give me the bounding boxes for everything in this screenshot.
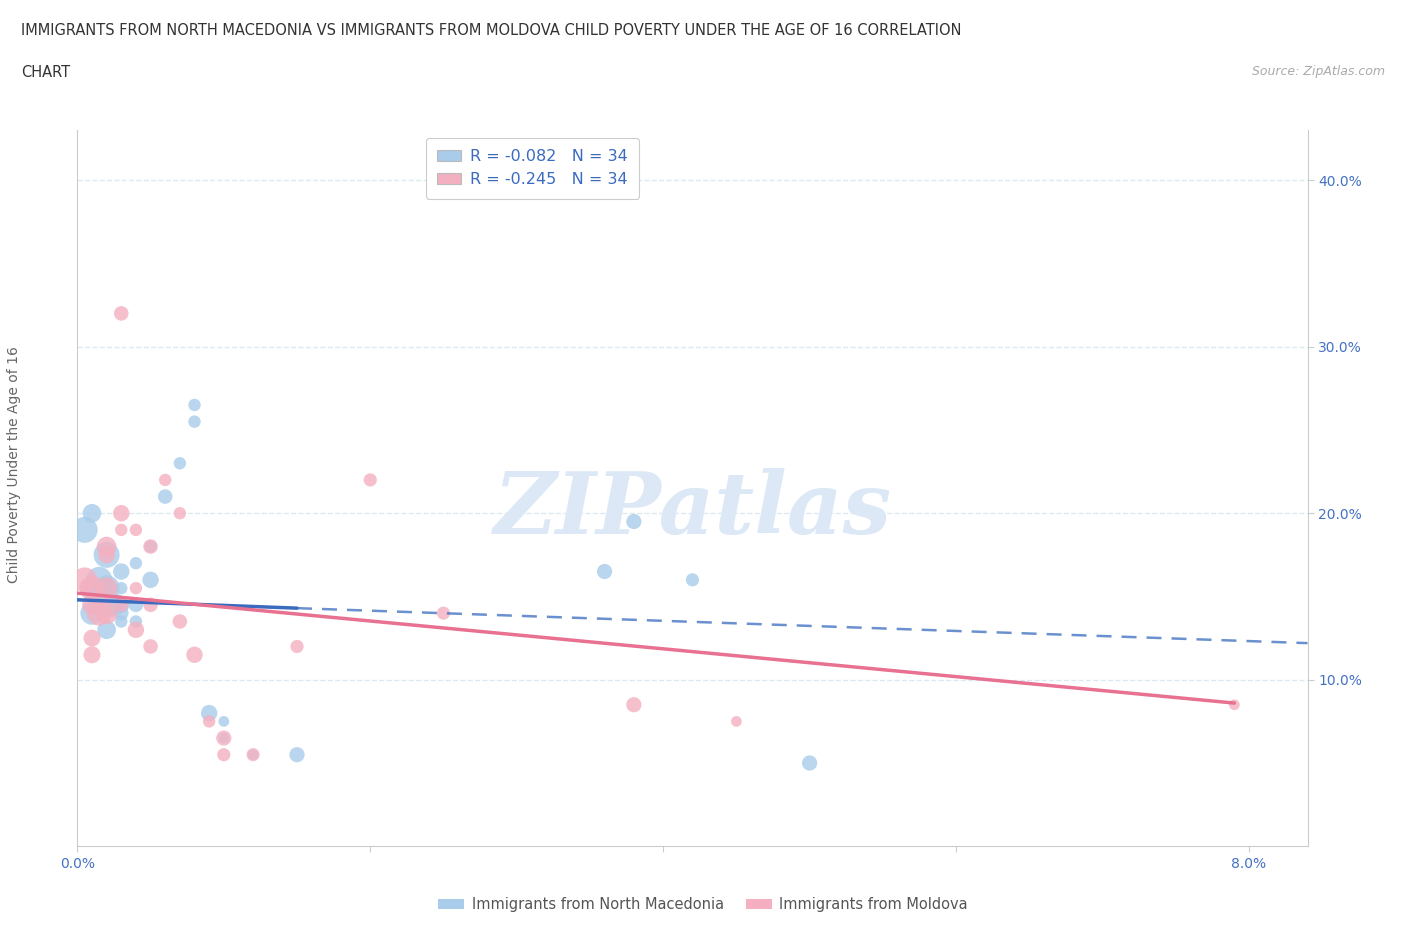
Point — [80, 597, 103, 612]
Point — [198, 706, 221, 721]
Point — [80, 605, 103, 620]
Point — [80, 580, 103, 595]
Legend: R = -0.082   N = 34, R = -0.245   N = 34: R = -0.082 N = 34, R = -0.245 N = 34 — [426, 139, 640, 198]
Point — [183, 397, 205, 412]
Point — [125, 580, 148, 595]
Point — [80, 631, 103, 645]
Point — [139, 639, 162, 654]
Point — [169, 456, 191, 471]
Point — [110, 306, 132, 321]
Text: CHART: CHART — [21, 65, 70, 80]
Point — [110, 523, 132, 538]
Point — [110, 597, 132, 612]
Point — [139, 539, 162, 554]
Point — [1223, 698, 1246, 712]
Point — [593, 565, 616, 579]
Point — [80, 506, 103, 521]
Point — [183, 647, 205, 662]
Point — [155, 472, 177, 487]
Text: IMMIGRANTS FROM NORTH MACEDONIA VS IMMIGRANTS FROM MOLDOVA CHILD POVERTY UNDER T: IMMIGRANTS FROM NORTH MACEDONIA VS IMMIG… — [21, 23, 962, 38]
Point — [155, 489, 177, 504]
Text: ZIPatlas: ZIPatlas — [494, 468, 891, 551]
Legend: Immigrants from North Macedonia, Immigrants from Moldova: Immigrants from North Macedonia, Immigra… — [432, 891, 974, 918]
Point — [198, 714, 221, 729]
Point — [285, 639, 308, 654]
Point — [183, 414, 205, 429]
Point — [125, 614, 148, 629]
Point — [242, 748, 264, 763]
Point — [682, 572, 704, 587]
Point — [110, 597, 132, 612]
Point — [80, 580, 103, 595]
Point — [103, 597, 125, 612]
Point — [96, 605, 118, 620]
Point — [96, 548, 118, 563]
Point — [96, 539, 118, 554]
Point — [212, 714, 235, 729]
Point — [125, 622, 148, 637]
Point — [96, 622, 118, 637]
Point — [110, 565, 132, 579]
Point — [80, 647, 103, 662]
Point — [96, 597, 118, 612]
Point — [285, 748, 308, 763]
Point — [169, 614, 191, 629]
Point — [125, 523, 148, 538]
Point — [110, 580, 132, 595]
Point — [89, 605, 111, 620]
Point — [96, 548, 118, 563]
Text: Source: ZipAtlas.com: Source: ZipAtlas.com — [1251, 65, 1385, 78]
Point — [212, 748, 235, 763]
Point — [96, 580, 118, 595]
Point — [125, 556, 148, 571]
Point — [212, 731, 235, 746]
Point — [110, 614, 132, 629]
Point — [89, 572, 111, 587]
Point — [96, 580, 118, 595]
Point — [169, 506, 191, 521]
Point — [725, 714, 748, 729]
Point — [212, 731, 235, 746]
Point — [432, 605, 454, 620]
Text: Child Poverty Under the Age of 16: Child Poverty Under the Age of 16 — [7, 347, 21, 583]
Point — [623, 698, 645, 712]
Point — [623, 514, 645, 529]
Point — [73, 523, 96, 538]
Point — [73, 572, 96, 587]
Point — [359, 472, 381, 487]
Point — [125, 597, 148, 612]
Point — [242, 748, 264, 763]
Point — [799, 755, 821, 770]
Point — [110, 506, 132, 521]
Point — [96, 580, 118, 595]
Point — [139, 572, 162, 587]
Point — [139, 539, 162, 554]
Point — [110, 605, 132, 620]
Point — [139, 597, 162, 612]
